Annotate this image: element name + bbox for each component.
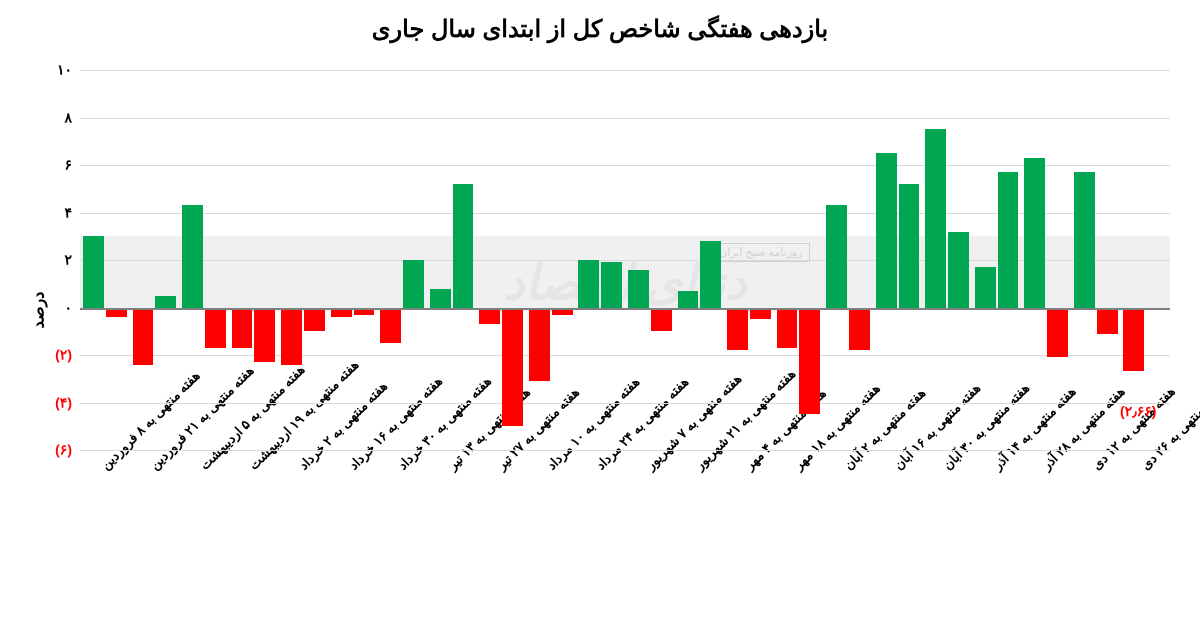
bar (628, 270, 649, 308)
bar (133, 308, 154, 365)
bar-group (427, 70, 477, 450)
bar (502, 308, 523, 427)
bar-group (328, 70, 378, 450)
bar (651, 308, 672, 332)
bar (998, 172, 1019, 307)
bar (380, 308, 401, 344)
bar (799, 308, 820, 415)
bar (578, 260, 599, 308)
bar-group (80, 70, 130, 450)
y-tick-label: (۴) (55, 394, 72, 411)
y-tick-label: ۶ (64, 157, 72, 174)
bar (975, 267, 996, 307)
bar (1074, 172, 1095, 307)
bar-group (377, 70, 427, 450)
bar-group (625, 70, 675, 450)
bar-group (229, 70, 279, 450)
bar (232, 308, 253, 348)
y-axis-title: درصد (28, 292, 48, 329)
y-tick-label: ۴ (64, 204, 72, 221)
bar (1024, 158, 1045, 308)
bar (430, 289, 451, 308)
bar (403, 260, 424, 308)
bar (1047, 308, 1068, 358)
chart-title: بازدهی هفتگی شاخص کل از ابتدای سال جاری (0, 0, 1200, 44)
bar (182, 205, 203, 307)
bar-group (922, 70, 972, 450)
bar-group (1021, 70, 1071, 450)
y-tick-label: ۱۰ (57, 62, 72, 79)
bar-group (823, 70, 873, 450)
bar-group (774, 70, 824, 450)
bar-group (724, 70, 774, 450)
bar-group (575, 70, 625, 450)
bar-group (278, 70, 328, 450)
bar (1097, 308, 1118, 334)
bar (529, 308, 550, 382)
bar (1123, 308, 1144, 371)
bar (925, 129, 946, 307)
baseline (80, 308, 1170, 310)
bar-group (526, 70, 576, 450)
weekly-return-chart: بازدهی هفتگی شاخص کل از ابتدای سال جاری … (0, 0, 1200, 620)
bar (281, 308, 302, 365)
bar (304, 308, 325, 332)
bar (678, 291, 699, 308)
value-callout: (۲٫۶۶) (1120, 403, 1156, 420)
bar (453, 184, 474, 308)
bar (205, 308, 226, 348)
bar (876, 153, 897, 307)
bar-group (130, 70, 180, 450)
bar (899, 184, 920, 308)
y-tick-label: ۰ (64, 299, 72, 316)
bar-group (873, 70, 923, 450)
plot-area: دنیای اقتصادروزنامه صبح ایران۱۰۸۶۴۲۰(۲)(… (80, 70, 1170, 450)
bar (155, 296, 176, 308)
y-tick-label: (۲) (55, 347, 72, 364)
bar-group (972, 70, 1022, 450)
y-tick-label: (۶) (55, 442, 72, 459)
bar (479, 308, 500, 325)
bar (777, 308, 798, 348)
bar-group (476, 70, 526, 450)
bar-group (1120, 70, 1170, 450)
bar (83, 236, 104, 307)
bar (849, 308, 870, 351)
bar-group (179, 70, 229, 450)
bar (727, 308, 748, 351)
y-tick-label: ۲ (64, 252, 72, 269)
bar-group (675, 70, 725, 450)
bar-group (1071, 70, 1121, 450)
y-tick-label: ۸ (64, 109, 72, 126)
bar (826, 205, 847, 307)
bar (948, 232, 969, 308)
bar (254, 308, 275, 363)
bar (601, 262, 622, 307)
bar (700, 241, 721, 308)
